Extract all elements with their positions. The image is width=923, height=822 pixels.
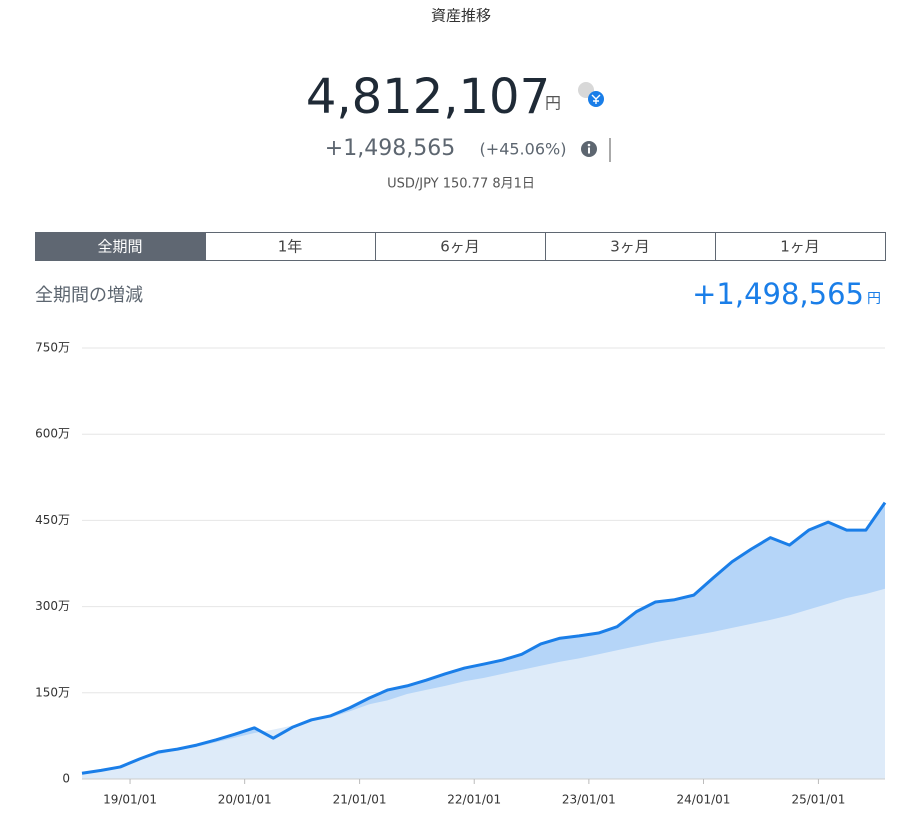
y-tick-label: 150万 [35,685,70,699]
page-title: 資産推移 [431,7,491,25]
tab-label[interactable]: 6ヶ月 [440,238,480,256]
x-tick-label: 25/01/01 [791,793,845,807]
period-tab[interactable]: 1年 [205,232,376,261]
exchange-rate: USD/JPY 150.77 8月1日 [387,177,535,192]
tab-label[interactable]: 全期間 [97,238,142,256]
y-tick-label: 0 [62,772,70,786]
change-pct: (+45.06%) [480,140,567,159]
tab-background[interactable] [715,232,886,261]
x-tick-label: 23/01/01 [562,793,616,807]
change-value: +1,498,565 [325,136,455,161]
chart: 0 150万 300万 450万 600万 750万 19/01/01 20/01/01 21/… [35,341,887,807]
line [81,501,887,775]
period-tab[interactable]: 1ヶ月 [715,232,886,261]
period-tab[interactable]: 6ヶ月 [375,232,546,261]
summary-label: 全期間の増減 [35,285,143,306]
tab-label[interactable]: 1ヶ月 [780,238,820,256]
x-tick-label: 21/01/01 [333,793,387,807]
y-tick-label: 600万 [35,427,70,441]
x-tick-label: 24/01/01 [677,793,731,807]
tab-background[interactable] [545,232,716,261]
summary-value: +1,498,565 [692,277,864,311]
tab-label[interactable]: 3ヶ月 [610,238,650,256]
total-value: 4,812,107 [306,69,550,125]
currency-toggle-icon[interactable] [578,82,604,107]
y-tick-label: 750万 [35,341,70,355]
tab-background[interactable] [35,232,206,261]
total-unit: 円 [545,94,561,113]
y-tick-label: 300万 [35,599,70,613]
y-tick-label: 450万 [35,513,70,527]
tab-label[interactable]: 1年 [278,238,303,256]
x-tick-label: 22/01/01 [447,793,501,807]
period-tab[interactable]: 全期間 [35,232,206,261]
x-tick-label: 19/01/01 [103,793,157,807]
x-tick-label: 20/01/01 [218,793,272,807]
period-tabs: 全期間 1年 6ヶ月 3ヶ月 1ヶ月 [35,232,886,261]
info-icon[interactable] [581,141,597,157]
summary-unit: 円 [867,291,881,307]
period-tab[interactable]: 3ヶ月 [545,232,716,261]
